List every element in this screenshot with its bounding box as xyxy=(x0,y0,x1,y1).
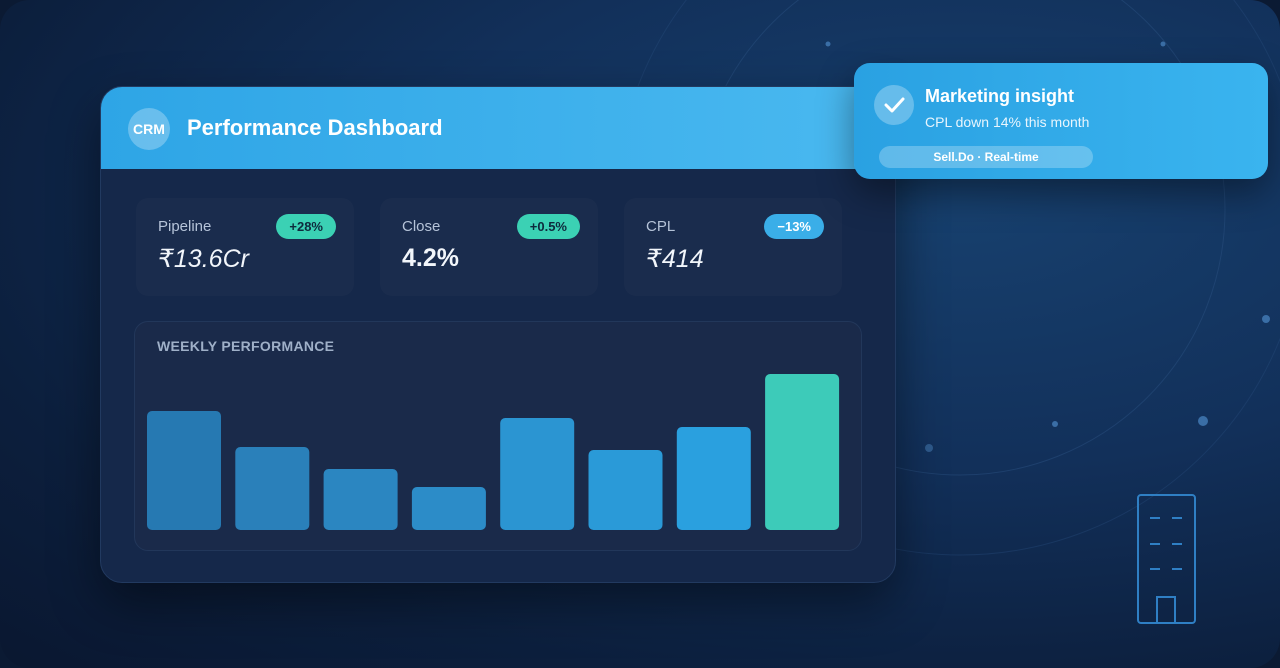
kpi-change: +28% xyxy=(276,214,336,239)
bar xyxy=(500,418,575,530)
notification-title: Marketing insight xyxy=(925,86,1075,106)
bar xyxy=(411,487,486,530)
building-icon xyxy=(1137,494,1196,624)
chart-title: WEEKLY PERFORMANCE xyxy=(157,338,335,354)
kpi-change: −13% xyxy=(764,214,824,239)
header: CRM Performance Dashboard xyxy=(101,87,895,169)
logo: CRM xyxy=(128,108,170,150)
kpi-label: CPL xyxy=(646,218,676,235)
dot xyxy=(1160,41,1166,47)
kpi-value: ₹13.6Cr xyxy=(158,245,249,273)
bar-chart xyxy=(147,374,840,530)
dot xyxy=(1262,315,1270,323)
check-icon xyxy=(874,85,914,125)
notification: Marketing insight CPL down 14% this mont… xyxy=(854,63,1268,179)
kpi-card: CPL ₹414 −13% xyxy=(624,198,842,296)
notification-tag: Sell.Do · Real-time xyxy=(879,146,1093,168)
kpi-change: +0.5% xyxy=(516,214,580,239)
kpi-card: Pipeline ₹13.6Cr +28% xyxy=(136,198,354,296)
bar xyxy=(323,469,398,530)
header-title: Performance Dashboard xyxy=(187,115,443,140)
bar xyxy=(147,411,221,530)
chart-card: WEEKLY PERFORMANCE xyxy=(134,321,862,551)
kpi-card: Close 4.2% +0.5% xyxy=(380,198,598,296)
kpi-value: ₹414 xyxy=(646,245,704,273)
dot xyxy=(925,444,933,452)
bar xyxy=(235,447,310,530)
kpi-label: Close xyxy=(402,218,441,235)
notification-message: CPL down 14% this month xyxy=(925,114,1090,130)
dot xyxy=(1198,416,1208,426)
bar xyxy=(676,427,751,530)
dot xyxy=(825,41,831,47)
kpi-label: Pipeline xyxy=(158,218,212,235)
kpi-value: 4.2% xyxy=(402,244,459,272)
dot xyxy=(1052,421,1058,427)
bar xyxy=(765,374,840,530)
bar xyxy=(588,450,663,530)
